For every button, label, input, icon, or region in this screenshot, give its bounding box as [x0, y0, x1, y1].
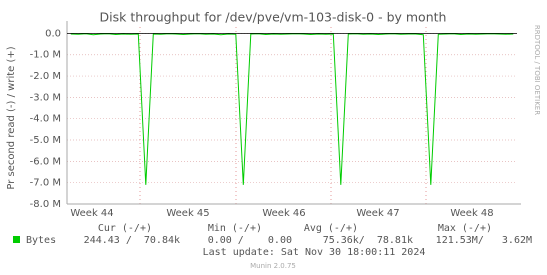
legend-header: Cur (-/+) [98, 223, 152, 234]
footer: Munin 2.0.75 [250, 262, 296, 270]
y-tick-label: -7.0 M [30, 178, 61, 189]
legend-value: 75.36k/ 78.81k [323, 235, 413, 246]
legend-value: 121.53M/ 3.62M [436, 235, 532, 246]
x-tick-label: Week 48 [450, 208, 493, 219]
y-tick-label: -5.0 M [30, 135, 61, 146]
x-tick-label: Week 46 [262, 208, 305, 219]
series-line [70, 33, 514, 185]
legend-header: Max (-/+) [438, 223, 492, 234]
x-tick-label: Week 45 [166, 208, 209, 219]
legend-value: 0.00 / 0.00 [208, 235, 292, 246]
side-label: RRDTOOL / TOBI OETIKER [533, 25, 541, 115]
y-tick-label: -4.0 M [30, 114, 61, 125]
chart-title: Disk throughput for /dev/pve/vm-103-disk… [100, 10, 447, 25]
y-tick-label: -1.0 M [30, 50, 61, 61]
last-update: Last update: Sat Nov 30 18:00:11 2024 [203, 247, 426, 258]
plot-area [67, 27, 517, 204]
y-tick-label: -3.0 M [30, 92, 61, 103]
y-axis-label: Pr second read (-) / write (+) [6, 46, 17, 189]
x-tick-label: Week 44 [70, 208, 113, 219]
y-tick-label: -6.0 M [30, 156, 61, 167]
y-tick-label: -8.0 M [30, 199, 61, 210]
legend-swatch [13, 236, 20, 243]
legend-value: 244.43 / 70.84k [84, 235, 180, 246]
y-tick-label: -2.0 M [30, 71, 61, 82]
y-tick-label: 0.0 [45, 28, 61, 39]
x-tick-label: Week 47 [356, 208, 399, 219]
legend-header: Min (-/+) [208, 223, 262, 234]
legend-label: Bytes [26, 235, 56, 246]
legend-header: Avg (-/+) [304, 223, 358, 234]
